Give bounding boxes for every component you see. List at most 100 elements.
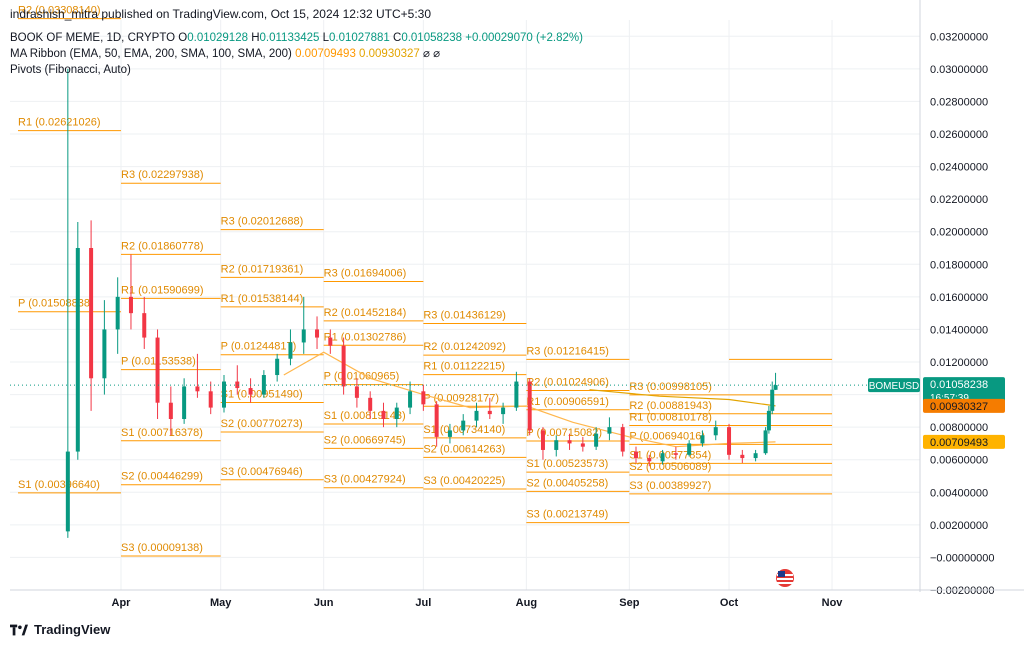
price-tick-label: 0.02400000: [930, 162, 988, 174]
candle-body: [527, 381, 532, 431]
symbol-ohlc-line: BOOK OF MEME, 1D, CRYPTO O0.01029128 H0.…: [10, 32, 583, 44]
candle-body: [673, 453, 678, 455]
pivot-label: S1 (0.00716378): [121, 427, 203, 439]
symbol-badge: [868, 378, 920, 393]
pivot-label: R1 (0.01538144): [221, 293, 304, 305]
tradingview-footer[interactable]: TradingView: [10, 622, 110, 637]
ma-ribbon: [283, 351, 776, 448]
candle-body: [235, 381, 240, 389]
price-tick-label: −0.00000000: [930, 552, 995, 564]
ma-badge-value: 0.00930327: [930, 401, 988, 413]
time-tick-label: Oct: [720, 597, 739, 609]
pivots-legend[interactable]: Pivots (Fibonacci, Auto): [10, 64, 131, 76]
candle-body: [408, 391, 413, 408]
pivot-label: R2 (0.01242092): [423, 341, 506, 353]
candle-body: [773, 385, 778, 390]
pivot-label: S1 (0.00577854): [629, 449, 711, 461]
time-tick-label: May: [210, 597, 232, 609]
time-axis[interactable]: Apr May Jun Jul Aug Sep Oct Nov: [10, 589, 1024, 609]
time-tick-label: Jul: [415, 597, 431, 609]
price-tick-label: 0.01800000: [930, 259, 988, 271]
candle-body: [65, 451, 70, 532]
change-value: +0.00029070 (+2.82%): [465, 32, 583, 44]
flag-stripe: [777, 578, 793, 580]
candle-body: [713, 427, 718, 436]
candle-body: [102, 329, 107, 379]
ma-ribbon-legend[interactable]: MA Ribbon (EMA, 50, EMA, 200, SMA, 100, …: [10, 46, 440, 62]
pivot-label: R2 (0.03308140): [18, 5, 101, 17]
candle-body: [647, 458, 652, 462]
pivot-levels: R2 (0.03308140) R1 (0.02621026) P (0.01508…: [18, 5, 833, 557]
symbol-badge-label: BOMEUSD: [869, 381, 920, 392]
pivot-label: P (0.00928177): [423, 392, 499, 404]
pivot-label: R1 (0.00906591): [526, 396, 609, 408]
last-price-badge: [923, 377, 1005, 406]
symbol-label: BOOK OF MEME, 1D, CRYPTO: [10, 32, 176, 44]
pivot-label: R2 (0.01024906): [526, 377, 609, 389]
candle-body: [763, 430, 768, 454]
candle-body: [514, 381, 519, 408]
price-tick-label: 0.03200000: [930, 31, 988, 43]
ma-value-1: 0.00709493: [295, 48, 356, 60]
pivot-label: R2 (0.01719361): [221, 263, 304, 275]
ma-badge: [923, 434, 1005, 449]
candle-body: [634, 451, 638, 459]
ma-slow-line: [589, 389, 776, 407]
ma-fast-line: [283, 351, 776, 448]
candle-body: [248, 388, 253, 395]
ma-badge: [923, 398, 1005, 413]
pivot-label: R1 (0.01122215): [423, 361, 505, 373]
price-tick-label: 0.02800000: [930, 96, 988, 108]
candle-body: [328, 337, 333, 346]
open-value: 0.01029128: [187, 32, 248, 44]
candle-body: [620, 427, 625, 452]
candle-body: [474, 410, 479, 421]
price-axis[interactable]: 0.03200000 0.03000000 0.02800000 0.02600000…: [919, 0, 995, 597]
pivot-label: S2 (0.00770273): [221, 418, 303, 430]
pivot-label: S2 (0.00506089): [629, 461, 711, 473]
close-value: 0.01058238: [401, 32, 463, 44]
price-tick-label: 0.00600000: [930, 455, 988, 467]
candle-body: [580, 443, 585, 447]
pivot-label: R3 (0.00998105): [629, 381, 712, 393]
pivot-label: P (0.01244817): [221, 341, 297, 353]
pivot-label: R2 (0.01452184): [324, 307, 407, 319]
candle-body: [501, 407, 506, 415]
candle-body: [168, 402, 173, 419]
candle-body: [275, 358, 280, 376]
price-tick-label: 0.02000000: [930, 227, 988, 239]
candle-body: [727, 427, 732, 455]
time-tick-label: Aug: [516, 597, 537, 609]
pivot-label: S2 (0.00446299): [121, 471, 203, 483]
tradingview-brand: TradingView: [34, 622, 111, 637]
pivot-label: R1 (0.02621026): [18, 117, 101, 129]
pivot-label: S2 (0.00405258): [526, 477, 608, 489]
flag-stripe: [777, 582, 793, 584]
candle-body: [434, 404, 439, 437]
flag-canton: [778, 571, 785, 577]
price-tick-label: 0.03000000: [930, 64, 988, 76]
high-value: 0.01133425: [259, 32, 320, 44]
na-icon: ⌀ ⌀: [423, 48, 441, 60]
candle-body: [394, 407, 399, 419]
price-tick-label: −0.00200000: [930, 585, 995, 597]
pivot-label: R3 (0.02297938): [121, 169, 204, 181]
candles: [65, 68, 778, 538]
price-tick-label: 0.00400000: [930, 487, 988, 499]
countdown-value: 16:57:39: [930, 393, 969, 404]
ma-ribbon-label: MA Ribbon (EMA, 50, EMA, 200, SMA, 100, …: [10, 48, 292, 60]
candle-body: [368, 397, 373, 411]
time-tick-label: Apr: [112, 597, 132, 609]
price-badges: BOMEUSD 0.01058238 16:57:390.00930327 0.007…: [10, 377, 1005, 449]
pivot-label: P (0.00694016): [629, 430, 705, 442]
pivot-label: S3 (0.00213749): [526, 509, 608, 521]
us-flag-icon: [776, 569, 794, 587]
candle-body: [182, 386, 187, 419]
candle-body: [660, 453, 665, 462]
pivot-label: S1 (0.00819143): [324, 410, 406, 422]
price-tick-label: 0.01600000: [930, 292, 988, 304]
candle-body: [128, 296, 133, 314]
pivot-label: S2 (0.00669745): [324, 434, 406, 446]
pivot-label: P (0.01508838): [18, 298, 94, 310]
